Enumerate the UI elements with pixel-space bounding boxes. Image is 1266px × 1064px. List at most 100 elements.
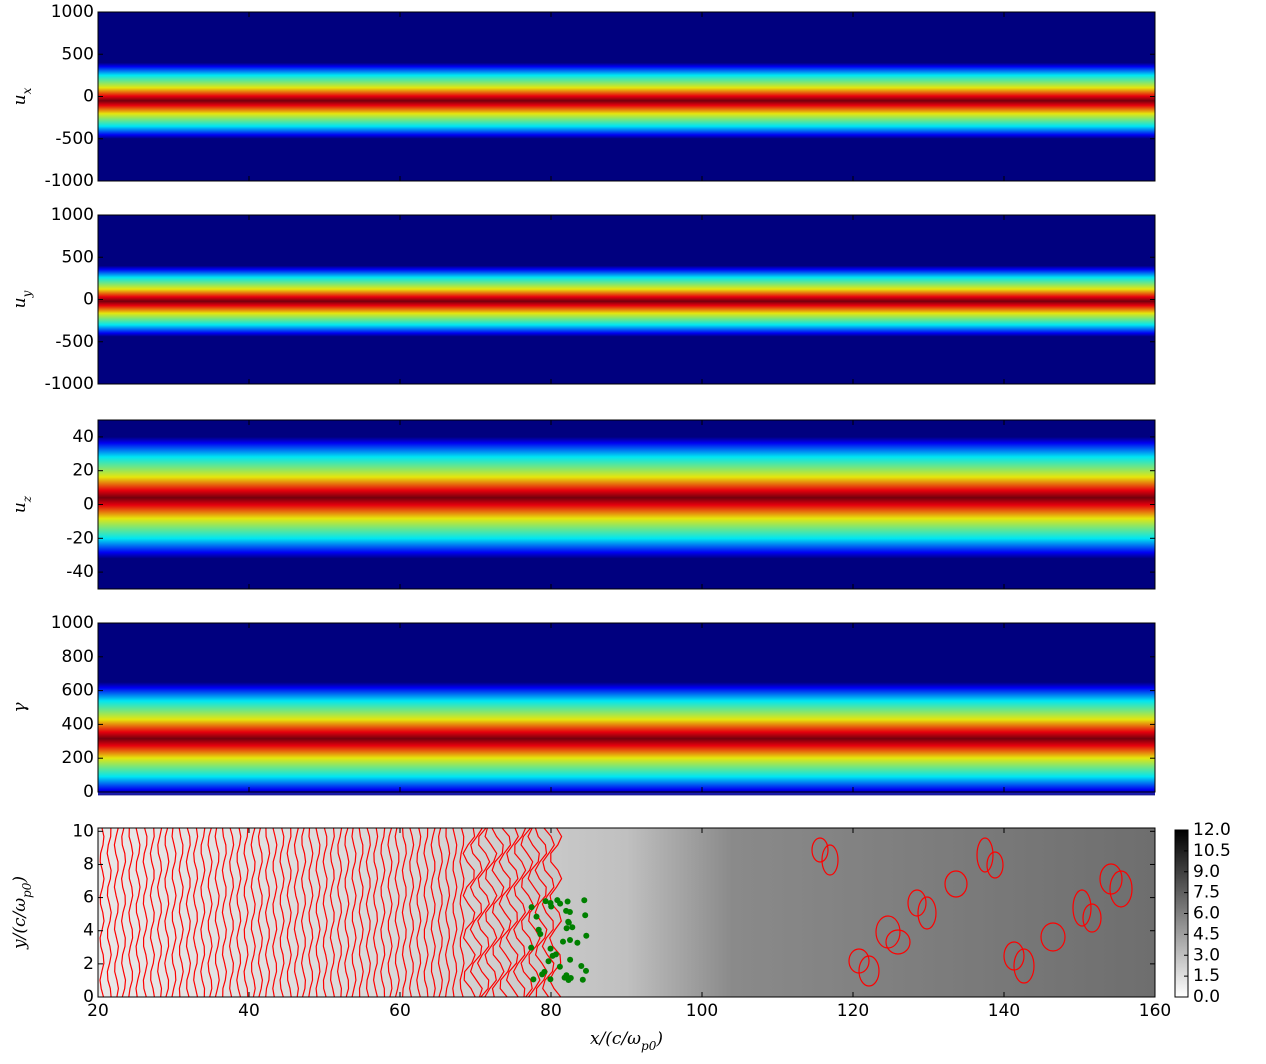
y-tick-label: -500 [55, 129, 94, 149]
x-tick-label: 60 [389, 1001, 411, 1021]
contour-decor [459, 827, 465, 998]
contour-decor [344, 827, 350, 998]
y-tick-label: -1000 [45, 374, 94, 394]
contour-decor [128, 827, 134, 998]
x-tick-label: 20 [87, 1001, 109, 1021]
y-tick-label: -20 [66, 528, 94, 548]
heatmap-background [98, 828, 1155, 997]
point-decor [583, 932, 590, 939]
point-decor [537, 931, 544, 937]
point-decor [542, 898, 549, 905]
contour-decor [548, 827, 563, 998]
contour-decor [821, 844, 839, 876]
heatmap-band [98, 265, 1155, 337]
contour-decor [527, 827, 541, 998]
point-decor [564, 898, 571, 905]
contour-decor [437, 827, 443, 998]
colorbar-tick-label: 9.0 [1193, 862, 1220, 882]
x-tick-label: 80 [540, 1001, 562, 1021]
contour-decor [200, 827, 206, 998]
y-axis-label-part: p0 [20, 882, 34, 898]
y-axis-label-part: γ [10, 702, 30, 713]
contour-decor [534, 827, 548, 998]
contour-decor [469, 827, 483, 998]
contour-decor [272, 827, 278, 998]
y-tick-label: 400 [62, 714, 94, 734]
y-axis-label-part: y/(c/ω [10, 898, 30, 950]
point-decor [539, 971, 546, 978]
y-axis-label-part: y [20, 290, 34, 298]
contour-decor [214, 827, 220, 998]
contour-decor [120, 827, 127, 998]
contour-decor [300, 827, 307, 998]
point-decor [567, 975, 574, 981]
colorbar-tick-label: 7.5 [1193, 883, 1220, 903]
contour-decor [907, 889, 927, 917]
contour-decor [484, 827, 498, 998]
contour-decor [380, 827, 386, 998]
point-decor [530, 976, 537, 983]
colorbar-tick-label: 10.5 [1193, 841, 1231, 861]
y-axis-label-part: u [10, 297, 30, 308]
y-tick-label: 2 [83, 954, 94, 974]
y-tick-label: 0 [83, 987, 94, 1007]
colorbar-tick-label: 12.0 [1193, 820, 1231, 840]
heatmap-band [98, 682, 1155, 796]
contour-decor [164, 827, 170, 998]
contour-decor [243, 827, 249, 998]
contour-decor [329, 827, 335, 998]
contour-decor [228, 827, 235, 998]
point-decor [547, 976, 554, 983]
y-tick-label: 1000 [51, 2, 94, 22]
y-tick-label: 0 [83, 87, 94, 107]
x-axis-label: x/(c/ωp0) [590, 1029, 663, 1053]
heatmap-band [98, 436, 1155, 559]
contour-decor [322, 827, 328, 998]
point-decor [563, 907, 570, 914]
y-axis-label: y/(c/ωp0) [10, 876, 34, 950]
point-decor [533, 913, 540, 920]
y-tick-label: 0 [83, 495, 94, 515]
point-decor [548, 903, 555, 910]
contour-decor [476, 827, 491, 998]
y-axis-label-part: ) [10, 876, 30, 884]
x-tick-label: 140 [988, 1001, 1020, 1021]
point-decor [554, 897, 561, 904]
contour-decor [1082, 903, 1102, 933]
contour-decor [315, 827, 321, 998]
point-decor [528, 904, 535, 911]
contour-decor [505, 827, 519, 998]
contour-decor [401, 827, 407, 998]
point-decor [560, 938, 566, 945]
contour-decor [286, 827, 292, 998]
point-decor [569, 924, 576, 931]
panel: -40 -20 0 20 40 [66, 419, 1156, 590]
contour-decor [358, 827, 364, 998]
contour-decor [250, 827, 256, 998]
contour-decor [917, 896, 937, 930]
point-decor [567, 937, 573, 943]
contour-decor [512, 827, 527, 998]
point-decor [578, 963, 585, 969]
x-tick-label: 120 [837, 1001, 869, 1021]
x-tick-label: 100 [686, 1001, 718, 1021]
contour-decor [885, 929, 911, 955]
contour-decor [944, 870, 968, 898]
y-tick-label: 4 [83, 921, 94, 941]
y-tick-label: -40 [66, 562, 94, 582]
panel: 0 200 400 600 800 1000 [51, 613, 1156, 802]
contour-decor [408, 827, 415, 998]
contour-decor [541, 827, 555, 998]
x-tick-label: 160 [1139, 1001, 1171, 1021]
panel: 0 2 4 6 8 10 20 40 60 80 100 120 140 160 [72, 821, 1171, 1021]
y-axis-label: γ [10, 702, 30, 713]
contour-decor [462, 827, 476, 998]
colorbar-tick-label: 0.0 [1193, 987, 1220, 1007]
contour-decor [416, 827, 422, 998]
x-axis-label-part: ) [655, 1029, 663, 1049]
point-decor [579, 976, 586, 983]
contour-decor [520, 827, 534, 998]
contour-decor [498, 827, 512, 998]
point-decor [528, 944, 535, 951]
